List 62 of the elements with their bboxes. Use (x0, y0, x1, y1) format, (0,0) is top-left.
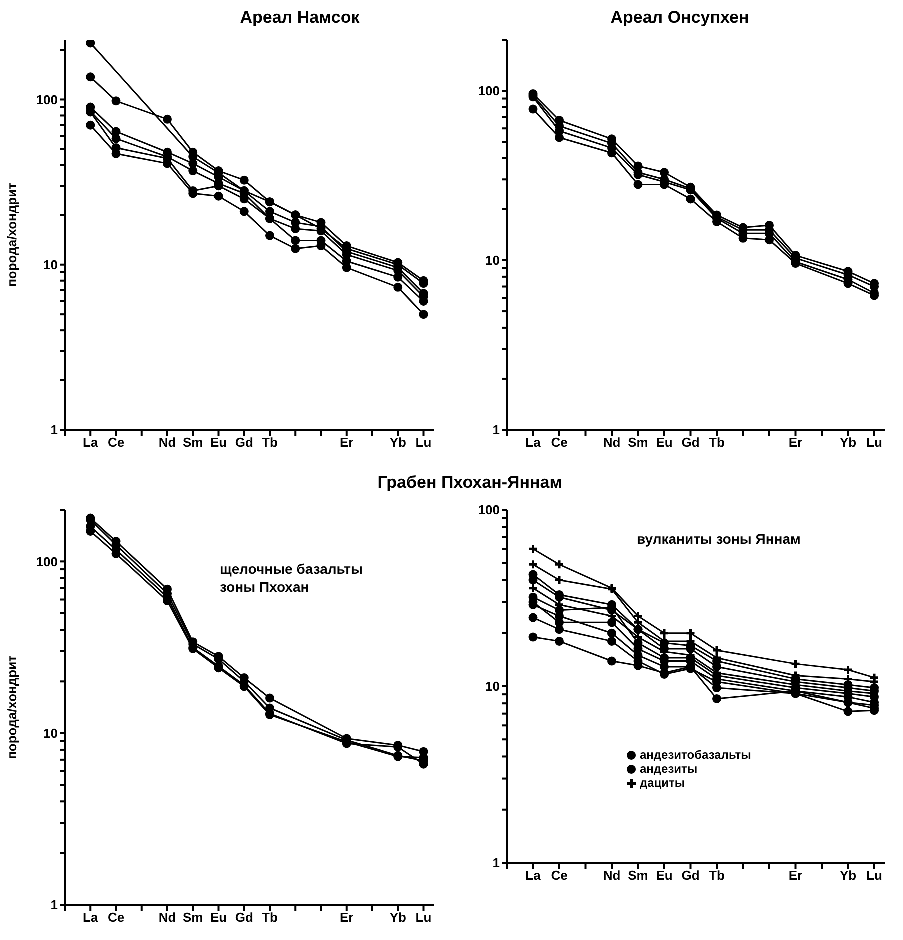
legend-label: андезитобазальты (640, 748, 752, 762)
x-tick-label: Er (340, 435, 354, 450)
x-tick-label: Yb (390, 435, 406, 450)
x-tick-label: Ce (551, 435, 568, 450)
y-tick-label: 1 (50, 422, 58, 438)
x-tick-label: Sm (628, 868, 648, 884)
y-tick-label: 10 (486, 679, 500, 694)
x-tick-label: Ce (108, 435, 125, 450)
annotation: вулканиты зоны Яннам (637, 530, 801, 548)
y-tick-label: 10 (486, 253, 500, 268)
x-tick-label: Tb (262, 910, 278, 926)
x-tick-label: Nd (158, 435, 176, 450)
x-tick-label: Ce (108, 910, 125, 926)
x-tick-label: Eu (656, 435, 673, 450)
y-tick-label: 100 (36, 92, 58, 108)
legend-label: андезиты (640, 762, 698, 776)
x-tick-label: Tb (709, 435, 725, 450)
x-tick-label: Sm (183, 910, 204, 926)
x-tick-label: Nd (158, 910, 176, 926)
x-tick-label: La (83, 910, 99, 926)
x-tick-label: Gd (682, 868, 700, 884)
x-tick-label: Yb (390, 910, 406, 926)
y-tick-label: 100 (478, 84, 500, 99)
x-tick-label: Gd (235, 910, 254, 926)
x-tick-label: Lu (416, 910, 432, 926)
x-tick-label: Er (340, 910, 354, 926)
x-tick-label: Lu (416, 435, 432, 450)
x-tick-label: Eu (210, 910, 228, 926)
y-axis-title: порода/хондрит (4, 656, 20, 760)
x-tick-label: La (526, 868, 542, 884)
y-tick-label: 100 (36, 554, 58, 570)
x-tick-label: Yb (840, 435, 857, 450)
x-tick-label: La (526, 435, 542, 450)
y-tick-label: 10 (44, 257, 58, 272)
x-tick-label: Sm (628, 435, 648, 450)
x-tick-label: Nd (603, 435, 621, 450)
x-tick-label: Nd (603, 868, 621, 884)
x-tick-label: Gd (235, 435, 254, 450)
x-tick-label: Eu (656, 868, 673, 884)
x-tick-label: Tb (709, 868, 725, 884)
x-tick-label: Gd (682, 435, 700, 450)
x-tick-label: Er (788, 435, 803, 450)
chart-title: Ареал Онсупхен (610, 8, 750, 28)
y-tick-label: 10 (44, 726, 58, 741)
y-tick-label: 1 (492, 856, 500, 871)
x-tick-label: Er (788, 868, 803, 884)
y-tick-label: 1 (492, 422, 500, 438)
x-tick-label: Lu (866, 435, 882, 450)
y-tick-label: 1 (50, 898, 58, 913)
x-tick-label: Eu (210, 435, 228, 450)
x-tick-label: Tb (262, 435, 278, 450)
x-tick-label: Lu (866, 868, 882, 884)
x-tick-label: Ce (551, 868, 568, 884)
x-tick-label: La (83, 435, 99, 450)
annotation: щелочные базальты зоны Пхохан (220, 560, 363, 596)
y-axis-title: порода/хондрит (4, 183, 20, 287)
y-tick-label: 100 (478, 502, 500, 518)
text: Грабен Пхохан-Яннам (376, 473, 564, 493)
legend-label: дациты (640, 776, 686, 790)
chart-title: Ареал Намсок (239, 8, 361, 28)
x-tick-label: Sm (183, 435, 204, 450)
x-tick-label: Yb (840, 868, 857, 884)
